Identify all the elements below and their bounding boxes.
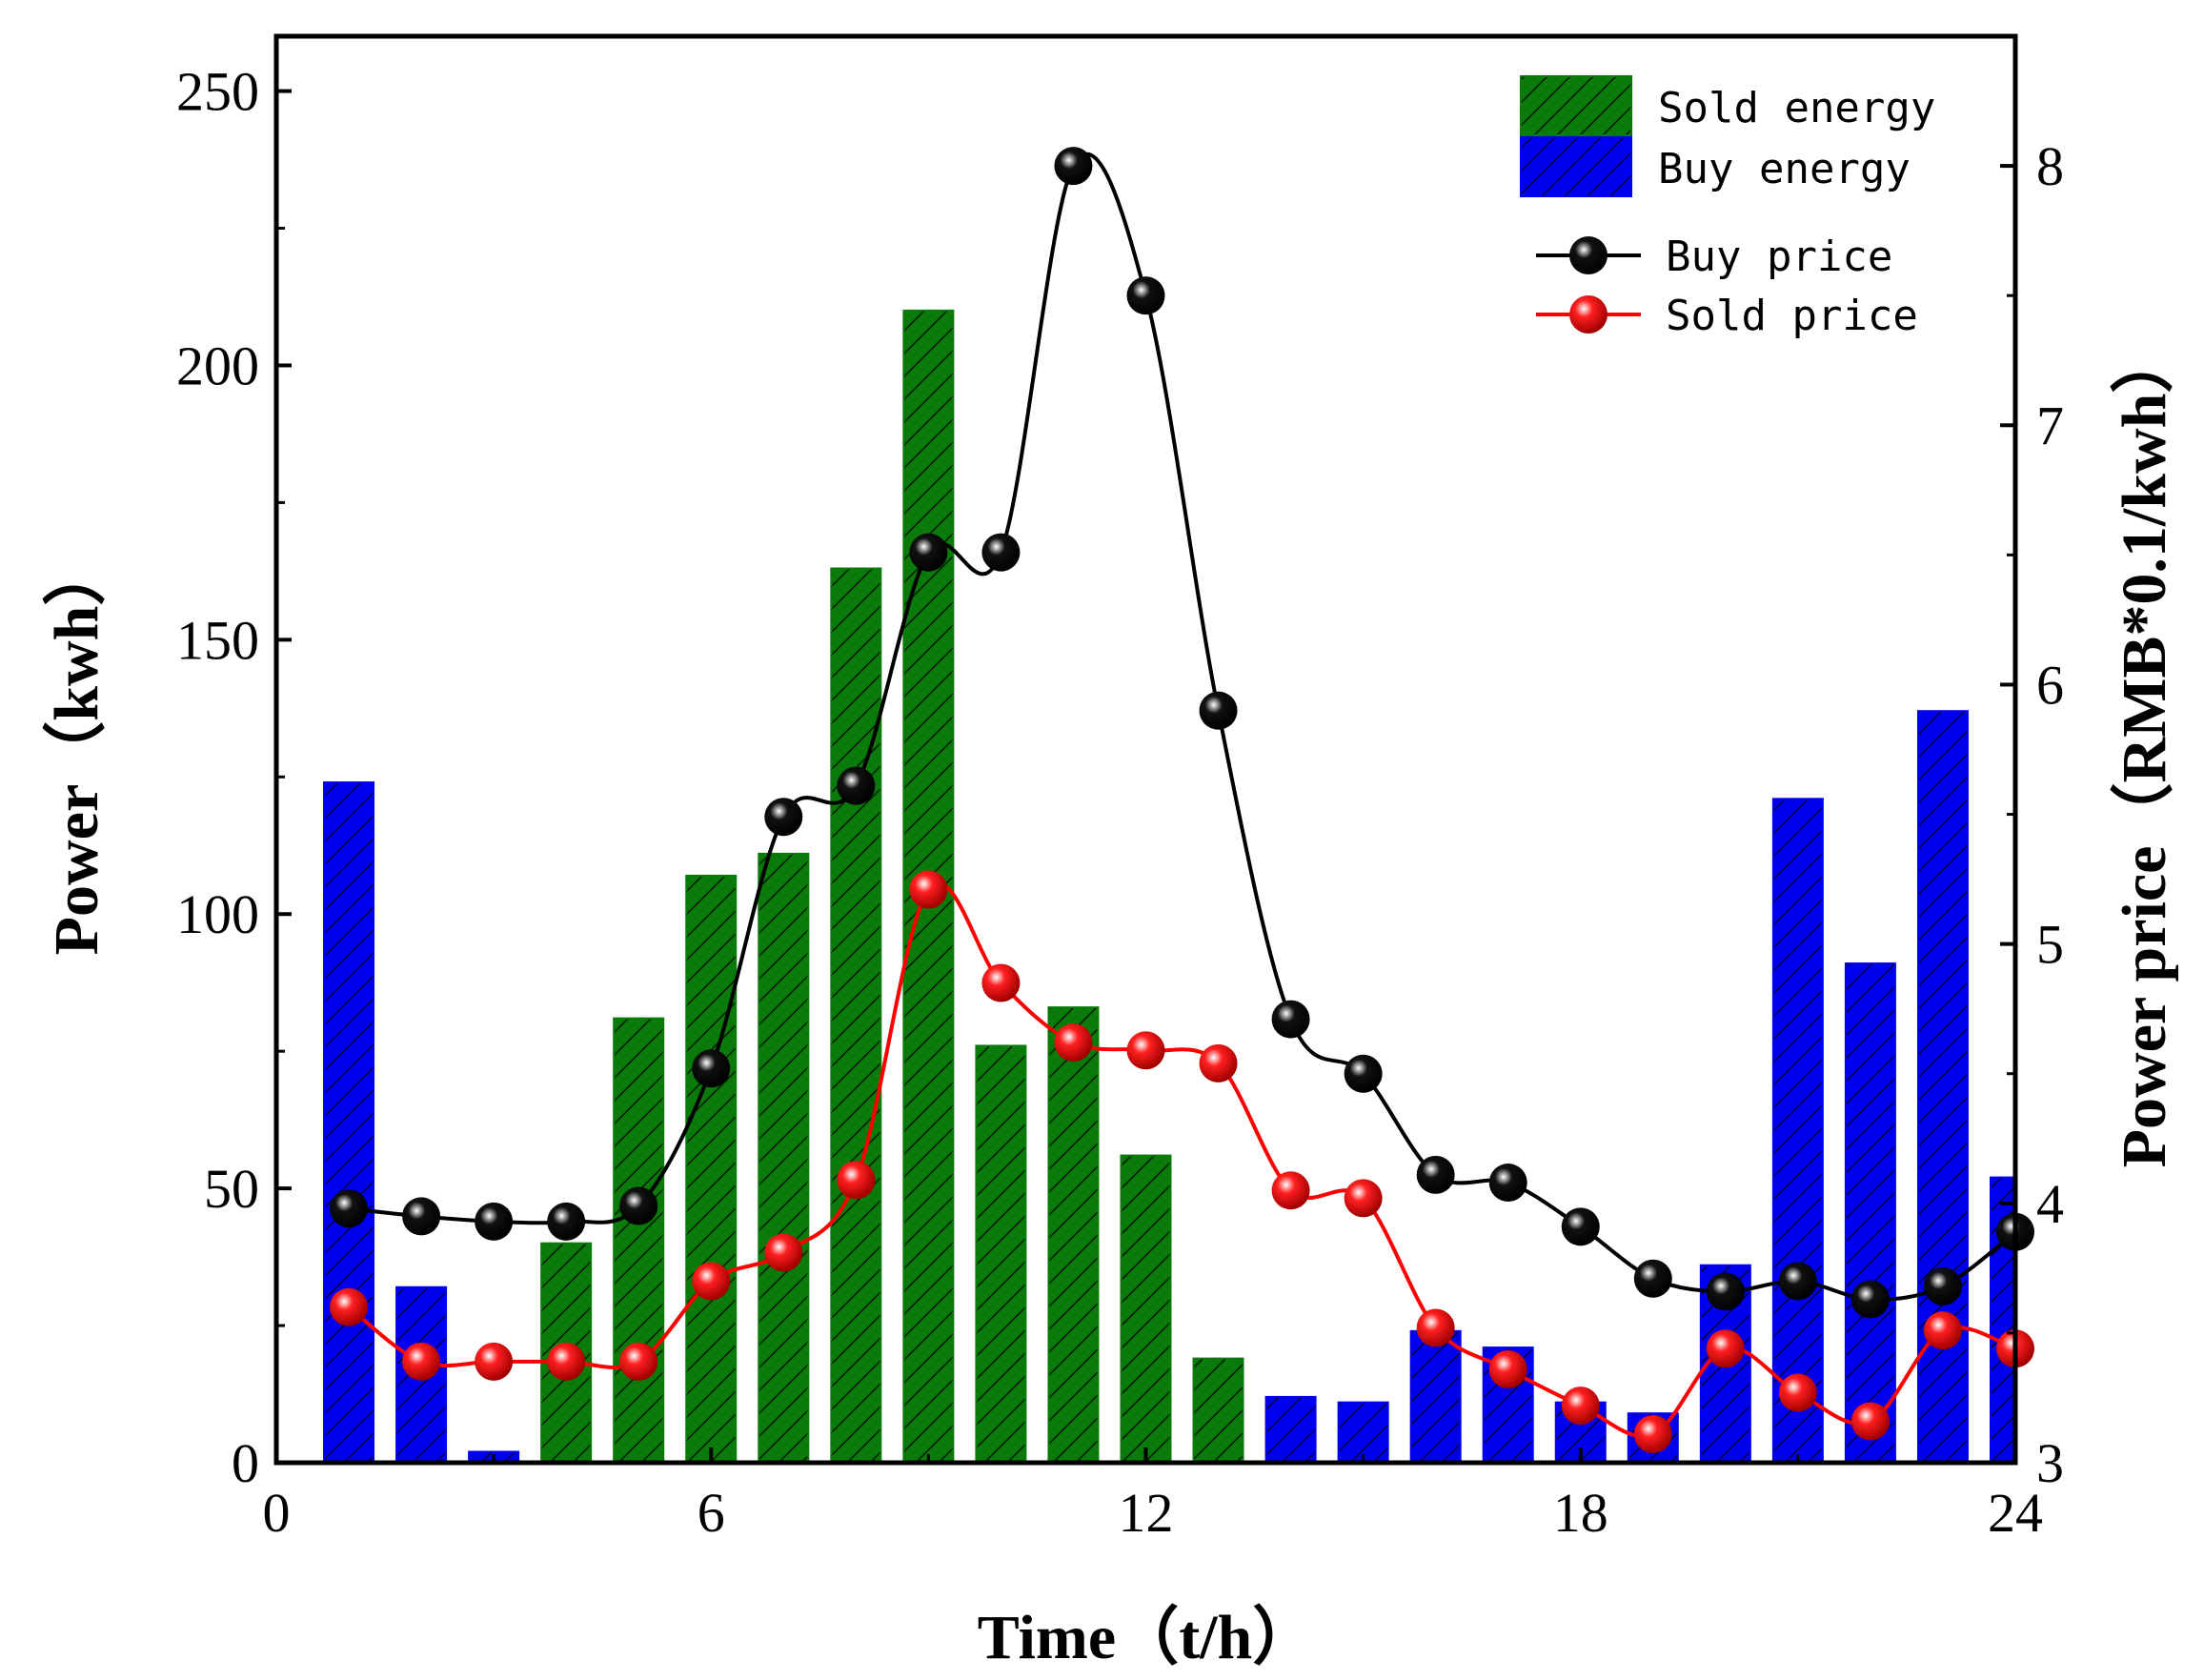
y-left-tick-label-0: 0 [232, 1432, 259, 1494]
buy-price-point-12 [1199, 691, 1238, 730]
buy-energy-bar-10 [1771, 798, 1824, 1463]
sold-price-point-22 [1923, 1311, 1962, 1350]
y-axis-title-right: Power price（RMB*0.1/kwh） [2109, 331, 2179, 1168]
buy-price-point-11 [1126, 276, 1165, 315]
sold-energy-bar-2 [685, 874, 738, 1463]
buy-price-point-6 [764, 798, 803, 837]
sold-price-point-12 [1199, 1043, 1238, 1083]
buy-energy-bar-11 [1844, 962, 1896, 1463]
sold-price-point-16 [1488, 1350, 1527, 1389]
legend-label-sold-energy: Sold energy [1658, 84, 1935, 132]
y-right-tick-label-4: 7 [2036, 395, 2064, 456]
x-tick-label-0: 0 [263, 1482, 291, 1544]
sold-energy-bar-7 [1047, 1006, 1100, 1463]
buy-price-point-15 [1416, 1155, 1455, 1194]
sold-price-point-3 [547, 1342, 586, 1381]
legend-swatch-sold-energy [1520, 75, 1632, 136]
sold-energy-bar-9 [1192, 1357, 1244, 1463]
buy-price-point-7 [837, 766, 876, 805]
buy-price-point-10 [1054, 147, 1093, 186]
buy-price-point-4 [619, 1186, 658, 1225]
legend-label-buy-price: Buy price [1666, 233, 1892, 281]
buy-price-point-3 [547, 1202, 586, 1241]
buy-price-point-13 [1271, 1000, 1310, 1039]
buy-price-point-5 [692, 1049, 731, 1088]
sold-price-point-10 [1054, 1023, 1093, 1063]
sold-price-point-19 [1706, 1329, 1745, 1368]
buy-price-point-0 [330, 1189, 369, 1228]
sold-price-line [347, 880, 2015, 1438]
y-right-tick-label-2: 5 [2036, 914, 2064, 976]
sold-price-point-20 [1778, 1373, 1817, 1412]
buy-energy-bar-5 [1409, 1329, 1462, 1463]
x-tick-label-4: 24 [1988, 1482, 2043, 1544]
y-right-tick-label-5: 8 [2036, 135, 2064, 197]
sold-price-point-7 [837, 1161, 876, 1200]
buy-price-point-16 [1488, 1164, 1527, 1203]
y-right-tick-label-0: 3 [2036, 1432, 2064, 1494]
sold-price-point-17 [1561, 1387, 1600, 1426]
sold-price-point-8 [909, 870, 948, 909]
sold-price-point-1 [402, 1342, 441, 1381]
sold-energy-bar-6 [975, 1044, 1027, 1463]
buy-price-point-14 [1344, 1054, 1383, 1093]
buy-price-point-19 [1706, 1272, 1745, 1311]
sold-price-point-11 [1126, 1031, 1165, 1070]
buy-energy-bar-0 [323, 781, 375, 1463]
y-left-tick-label-5: 250 [176, 61, 259, 123]
legend-swatch-buy-energy [1520, 136, 1632, 197]
sold-price-point-2 [475, 1342, 514, 1381]
buy-price-point-2 [475, 1202, 514, 1241]
y-left-tick-label-2: 100 [176, 883, 259, 945]
sold-energy-bar-4 [830, 567, 882, 1463]
buy-price-point-8 [909, 533, 948, 572]
buy-price-point-20 [1778, 1262, 1817, 1301]
buy-price-point-17 [1561, 1207, 1600, 1246]
sold-price-point-14 [1344, 1179, 1383, 1218]
x-tick-label-2: 12 [1119, 1482, 1174, 1544]
sold-price-point-15 [1416, 1308, 1455, 1347]
y-axis-title-left: Power（kwh） [41, 543, 111, 956]
sold-price-point-6 [764, 1233, 803, 1272]
y-left-tick-label-4: 200 [176, 334, 259, 396]
buy-price-point-21 [1850, 1280, 1890, 1319]
y-left-tick-label-3: 150 [176, 609, 259, 671]
sold-price-point-4 [619, 1342, 658, 1381]
y-right-tick-label-1: 4 [2036, 1173, 2064, 1235]
buy-price-point-22 [1923, 1266, 1962, 1306]
legend: Sold energy Buy energy Buy price Sold price [1520, 75, 1935, 340]
sold-price-point-13 [1271, 1171, 1310, 1210]
sold-energy-bar-3 [758, 852, 810, 1463]
buy-price-point-9 [981, 533, 1021, 572]
x-tick-label-3: 18 [1553, 1482, 1608, 1544]
sold-price-point-5 [692, 1262, 731, 1301]
buy-energy-bar-4 [1337, 1401, 1389, 1463]
legend-label-sold-price: Sold price [1666, 292, 1918, 340]
legend-marker-sold-price [1569, 295, 1608, 334]
sold-energy-bar-8 [1120, 1154, 1172, 1463]
sold-price-point-9 [981, 963, 1021, 1002]
x-tick-label-1: 6 [698, 1482, 725, 1544]
legend-label-buy-energy: Buy energy [1658, 145, 1911, 193]
y-left-tick-label-1: 50 [204, 1158, 259, 1220]
buy-price-point-1 [402, 1197, 441, 1236]
legend-marker-buy-price [1569, 236, 1608, 274]
sold-price-point-21 [1850, 1402, 1890, 1441]
y-right-tick-label-3: 6 [2036, 654, 2064, 716]
buy-price-point-18 [1633, 1259, 1672, 1298]
sold-price-point-18 [1633, 1415, 1672, 1454]
x-axis-title: Time（t/h） [978, 1602, 1315, 1672]
sold-energy-bar-1 [613, 1017, 665, 1463]
buy-energy-bar-3 [1264, 1395, 1317, 1463]
sold-price-point-0 [330, 1287, 369, 1326]
